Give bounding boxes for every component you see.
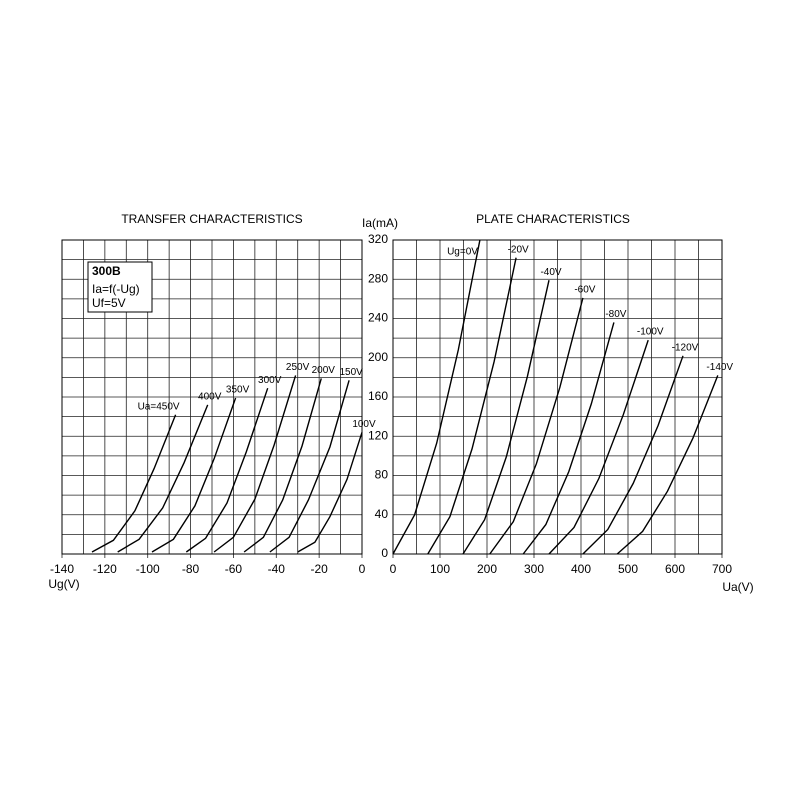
y-axis-label: Ia(mA): [362, 216, 398, 230]
curve: [616, 375, 719, 555]
curve: [151, 397, 237, 553]
curve-label: -100V: [637, 327, 664, 338]
x-tick-label: 600: [665, 562, 685, 576]
curve: [91, 414, 177, 553]
curve: [269, 380, 350, 553]
x-axis-label: Ug(V): [48, 577, 79, 591]
curve-label: -60V: [574, 285, 595, 296]
annotation: Uf=5V: [92, 296, 126, 310]
curve: [213, 375, 297, 553]
y-tick-label: 240: [368, 311, 388, 325]
curve-label: -80V: [605, 309, 626, 320]
curve-label: -40V: [540, 267, 561, 278]
curve: [489, 297, 584, 555]
x-tick-label: -40: [268, 562, 286, 576]
curve-label: 300V: [258, 375, 282, 386]
y-tick-label: 200: [368, 350, 388, 364]
curve-label: -20V: [508, 244, 529, 255]
y-tick-label: 120: [368, 428, 388, 442]
y-tick-label: 80: [375, 468, 389, 482]
x-tick-label: -60: [225, 562, 243, 576]
y-tick-label: 40: [375, 507, 389, 521]
x-tick-label: -20: [310, 562, 328, 576]
curve: [582, 355, 684, 555]
curve: [548, 339, 649, 555]
annotation-box: [87, 261, 153, 313]
y-tick-label: 320: [368, 232, 388, 246]
curve: [392, 239, 481, 555]
x-tick-label: 100: [430, 562, 450, 576]
curve: [427, 257, 517, 555]
x-tick-label: -140: [50, 562, 74, 576]
curve: [243, 378, 322, 553]
y-tick-label: 0: [381, 546, 388, 560]
x-axis-label: Ua(V): [722, 580, 753, 594]
x-tick-label: 300: [524, 562, 544, 576]
annotation: Ia=f(-Ug): [92, 282, 140, 296]
curve-label: 200V: [312, 365, 336, 376]
curve: [297, 432, 363, 553]
y-tick-label: 280: [368, 271, 388, 285]
x-tick-label: -80: [182, 562, 200, 576]
curve-label: -120V: [672, 342, 699, 353]
x-tick-label: 0: [390, 562, 397, 576]
curve: [117, 404, 209, 553]
plot-frame: [61, 239, 363, 555]
x-tick-label: -100: [136, 562, 160, 576]
curve: [462, 280, 550, 555]
x-tick-label: 0: [359, 562, 366, 576]
curve-label: 150V: [339, 367, 363, 378]
x-tick-label: -120: [93, 562, 117, 576]
annotation: 300B: [92, 264, 121, 278]
x-tick-label: 400: [571, 562, 591, 576]
curve-label: 100V: [352, 419, 376, 430]
chart-title: TRANSFER CHARACTERISTICS: [121, 212, 302, 226]
x-tick-label: 700: [712, 562, 732, 576]
curve-label: Ug=0V: [447, 247, 478, 258]
chart-title: PLATE CHARACTERISTICS: [476, 212, 630, 226]
curve: [185, 387, 269, 553]
curve-label: 350V: [226, 385, 250, 396]
y-tick-label: 160: [368, 389, 388, 403]
curve-label: Ua=450V: [138, 401, 180, 412]
curve: [522, 322, 615, 555]
curve-label: -140V: [706, 362, 733, 373]
plot-frame: [392, 239, 723, 555]
curve-label: 400V: [198, 391, 222, 402]
curve-label: 250V: [286, 362, 310, 373]
x-tick-label: 200: [477, 562, 497, 576]
x-tick-label: 500: [618, 562, 638, 576]
